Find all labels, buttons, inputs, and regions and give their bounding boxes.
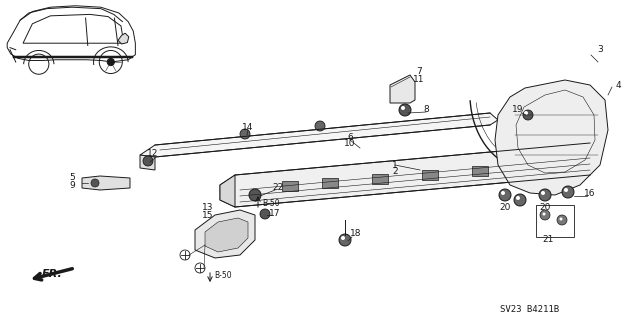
Text: 17: 17 (269, 209, 281, 218)
Text: 14: 14 (243, 122, 253, 131)
Polygon shape (472, 166, 488, 176)
Text: 20: 20 (499, 203, 511, 211)
Circle shape (562, 186, 574, 198)
Text: B-50: B-50 (262, 198, 280, 207)
Circle shape (524, 111, 528, 115)
Text: 18: 18 (350, 228, 362, 238)
Polygon shape (82, 176, 130, 190)
Polygon shape (118, 33, 129, 44)
Polygon shape (372, 174, 388, 184)
Circle shape (514, 194, 526, 206)
Circle shape (260, 209, 270, 219)
Circle shape (240, 129, 250, 139)
Polygon shape (220, 175, 235, 207)
Text: 3: 3 (597, 46, 603, 55)
Circle shape (564, 188, 568, 192)
Circle shape (516, 196, 520, 200)
Text: 12: 12 (147, 150, 159, 159)
Polygon shape (205, 218, 248, 252)
Text: 2: 2 (392, 167, 398, 176)
Circle shape (543, 212, 545, 216)
Text: 11: 11 (413, 75, 425, 84)
Text: 4: 4 (615, 80, 621, 90)
Text: 22: 22 (273, 183, 284, 192)
Circle shape (559, 218, 563, 220)
Polygon shape (390, 75, 415, 103)
Circle shape (315, 121, 325, 131)
Circle shape (341, 236, 345, 240)
Circle shape (539, 189, 551, 201)
Text: 16: 16 (584, 189, 596, 197)
Text: 20: 20 (540, 203, 550, 211)
Circle shape (499, 189, 511, 201)
Polygon shape (422, 170, 438, 180)
Text: 21: 21 (542, 235, 554, 244)
Circle shape (541, 191, 545, 195)
Circle shape (91, 179, 99, 187)
Text: 15: 15 (202, 211, 214, 219)
Circle shape (143, 156, 153, 166)
Circle shape (108, 58, 115, 66)
Text: FR.: FR. (42, 269, 62, 279)
Text: 7: 7 (416, 68, 422, 77)
Circle shape (523, 110, 533, 120)
Circle shape (339, 234, 351, 246)
Circle shape (399, 104, 411, 116)
Text: 8: 8 (423, 106, 429, 115)
Polygon shape (282, 181, 298, 191)
Text: 1: 1 (392, 160, 398, 169)
Polygon shape (322, 178, 338, 188)
Text: 10: 10 (344, 139, 356, 149)
Polygon shape (522, 162, 538, 172)
Text: 5: 5 (69, 174, 75, 182)
Bar (536, 205, 574, 237)
Polygon shape (195, 210, 255, 258)
Circle shape (557, 215, 567, 225)
Polygon shape (140, 155, 155, 170)
Polygon shape (495, 80, 608, 195)
Circle shape (501, 191, 505, 195)
Text: 9: 9 (69, 182, 75, 190)
Polygon shape (140, 113, 498, 157)
Polygon shape (220, 143, 590, 207)
Text: B-50: B-50 (214, 271, 232, 279)
Text: 19: 19 (512, 106, 524, 115)
Circle shape (249, 189, 261, 201)
Text: 13: 13 (202, 204, 214, 212)
Circle shape (401, 106, 405, 110)
Text: 6: 6 (347, 132, 353, 142)
Circle shape (540, 210, 550, 220)
Text: SV23 B4211B: SV23 B4211B (500, 306, 559, 315)
